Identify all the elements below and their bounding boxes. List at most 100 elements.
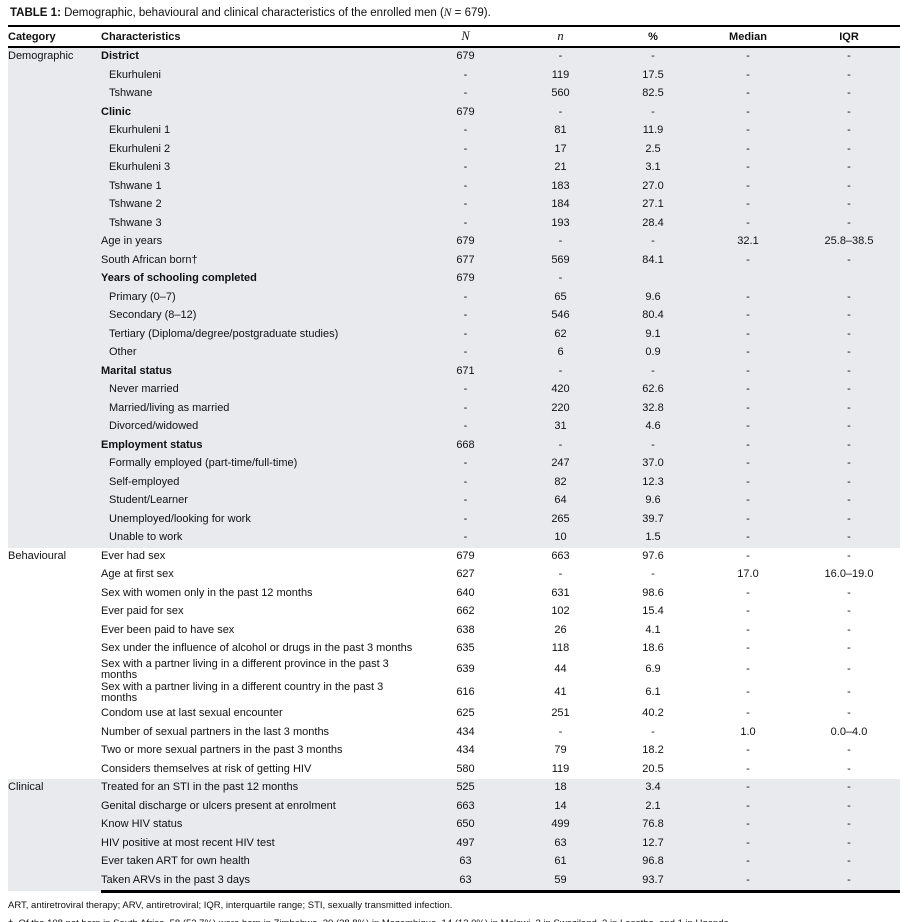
value-cell-median: - xyxy=(746,309,750,322)
value-cell-median: - xyxy=(746,68,750,81)
characteristic-cell: Marital status xyxy=(101,364,172,377)
value-cell-n: 247 xyxy=(551,457,570,470)
value-cell-iqr: - xyxy=(847,642,851,655)
characteristic-cell: HIV positive at most recent HIV test xyxy=(101,836,275,849)
value-cell-percent: 3.4 xyxy=(645,781,661,794)
table-row: Tertiary (Diploma/degree/postgraduate st… xyxy=(8,325,900,344)
value-cell-iqr: - xyxy=(847,124,851,137)
value-cell-iqr: - xyxy=(847,309,851,322)
value-cell-n: 82 xyxy=(554,475,567,488)
value-cell-N: - xyxy=(463,161,468,174)
value-cell-percent: 39.7 xyxy=(642,512,664,525)
table-row: Marital status 671 - - - - xyxy=(8,362,900,381)
value-cell-N: 679 xyxy=(456,272,475,285)
value-cell-iqr: - xyxy=(847,781,851,794)
characteristic-cell: Primary (0–7) xyxy=(109,290,176,303)
value-cell-n: 14 xyxy=(554,799,567,812)
value-cell-median: - xyxy=(746,198,750,211)
value-cell-n: 118 xyxy=(551,642,570,655)
value-cell-n: 62 xyxy=(554,327,567,340)
header-row: Category Characteristics N n % Median IQ… xyxy=(8,27,900,48)
characteristic-cell: Ever had sex xyxy=(101,549,166,562)
value-cell-iqr: - xyxy=(847,494,851,507)
value-cell-percent: 98.6 xyxy=(642,586,664,599)
table-row: Ekurhuleni 3 - 21 3.1 - - xyxy=(8,159,900,178)
value-cell-percent: 6.9 xyxy=(645,663,661,676)
table-row: Divorced/widowed - 31 4.6 - - xyxy=(8,418,900,437)
value-cell-percent: 12.7 xyxy=(642,836,664,849)
table-row: Ekurhuleni 2 - 17 2.5 - - xyxy=(8,140,900,159)
table-row: Tshwane 2 - 184 27.1 - - xyxy=(8,196,900,215)
value-cell-N: 679 xyxy=(456,105,475,118)
value-cell-percent: 15.4 xyxy=(642,605,664,618)
value-cell-median: - xyxy=(746,494,750,507)
value-cell-N: 671 xyxy=(456,364,475,377)
characteristic-cell: Married/living as married xyxy=(109,401,230,414)
characteristic-cell: Know HIV status xyxy=(101,818,183,831)
value-cell-N: - xyxy=(463,531,468,544)
table-row: Demographic District 679 - - - - xyxy=(8,47,900,67)
footnote-abbreviations: ART, antiretroviral therapy; ARV, antire… xyxy=(8,899,453,911)
value-cell-percent: 20.5 xyxy=(642,762,664,775)
characteristic-cell: Ekurhuleni 2 xyxy=(109,142,171,155)
value-cell-percent: 18.6 xyxy=(642,642,664,655)
column-header-percent: % xyxy=(608,27,698,48)
value-cell-percent: 93.7 xyxy=(608,871,698,893)
characteristic-cell: Clinic xyxy=(101,105,131,118)
value-cell-percent: 6.1 xyxy=(645,686,661,699)
value-cell-N: 679 xyxy=(456,50,475,63)
value-cell-N: - xyxy=(463,475,468,488)
value-cell-median: - xyxy=(746,836,750,849)
characteristic-cell: Ekurhuleni xyxy=(109,68,161,81)
characteristic-cell: Ever taken ART for own health xyxy=(101,855,250,868)
value-cell-iqr: - xyxy=(847,161,851,174)
table-row: Never married - 420 62.6 - - xyxy=(8,381,900,400)
value-cell-N: 63 xyxy=(459,855,472,868)
value-cell-N: - xyxy=(463,494,468,507)
value-cell-percent: 4.6 xyxy=(645,420,661,433)
value-cell-median: - xyxy=(746,364,750,377)
value-cell-iqr: - xyxy=(847,707,851,720)
characteristic-cell: Tshwane 3 xyxy=(109,216,162,229)
value-cell-iqr: - xyxy=(847,179,851,192)
table-row: HIV positive at most recent HIV test 497 6… xyxy=(8,834,900,853)
table-row: Age at first sex 627 - - 17.0 16.0–19.0 xyxy=(8,566,900,585)
column-header-category: Category xyxy=(8,27,101,48)
characteristic-cell: District xyxy=(101,50,139,63)
value-cell-n: 17 xyxy=(554,142,567,155)
value-cell-percent: - xyxy=(651,568,655,581)
value-cell-percent: 84.1 xyxy=(642,253,664,266)
value-cell-N: - xyxy=(463,198,468,211)
characteristic-cell: Secondary (8–12) xyxy=(109,309,197,322)
value-cell-percent: 27.1 xyxy=(642,198,664,211)
value-cell-iqr: - xyxy=(847,623,851,636)
characteristic-cell: Number of sexual partners in the last 3 … xyxy=(101,725,330,738)
value-cell-iqr: - xyxy=(847,799,851,812)
table-row: Tshwane 1 - 183 27.0 - - xyxy=(8,177,900,196)
value-cell-n: - xyxy=(558,568,563,581)
value-cell-median: - xyxy=(746,799,750,812)
value-cell-N: - xyxy=(463,512,468,525)
characteristic-cell: Sex under the influence of alcohol or dr… xyxy=(101,642,413,655)
value-cell-percent: 62.6 xyxy=(642,383,664,396)
value-cell-iqr: - xyxy=(847,253,851,266)
value-cell-N: - xyxy=(463,216,468,229)
value-cell-percent: 97.6 xyxy=(642,549,664,562)
value-cell-n: 631 xyxy=(551,586,570,599)
value-cell-iqr: 0.0–4.0 xyxy=(830,725,868,738)
value-cell-n: 183 xyxy=(551,179,570,192)
value-cell-median: - xyxy=(746,623,750,636)
value-cell-median: - xyxy=(746,642,750,655)
value-cell-median: - xyxy=(746,707,750,720)
table-row: Ever paid for sex 662 102 15.4 - - xyxy=(8,603,900,622)
table-row: Two or more sexual partners in the past … xyxy=(8,742,900,761)
table-row: Tshwane - 560 82.5 - - xyxy=(8,85,900,104)
value-cell-N: - xyxy=(463,87,468,100)
value-cell-percent: 9.6 xyxy=(645,494,661,507)
value-cell-iqr: - xyxy=(847,87,851,100)
value-cell-median: - xyxy=(746,457,750,470)
characteristic-cell: Tshwane xyxy=(109,87,153,100)
value-cell-N: 640 xyxy=(456,586,475,599)
table-row: Married/living as married - 220 32.8 - - xyxy=(8,399,900,418)
characteristic-cell: Ekurhuleni 3 xyxy=(109,161,171,174)
